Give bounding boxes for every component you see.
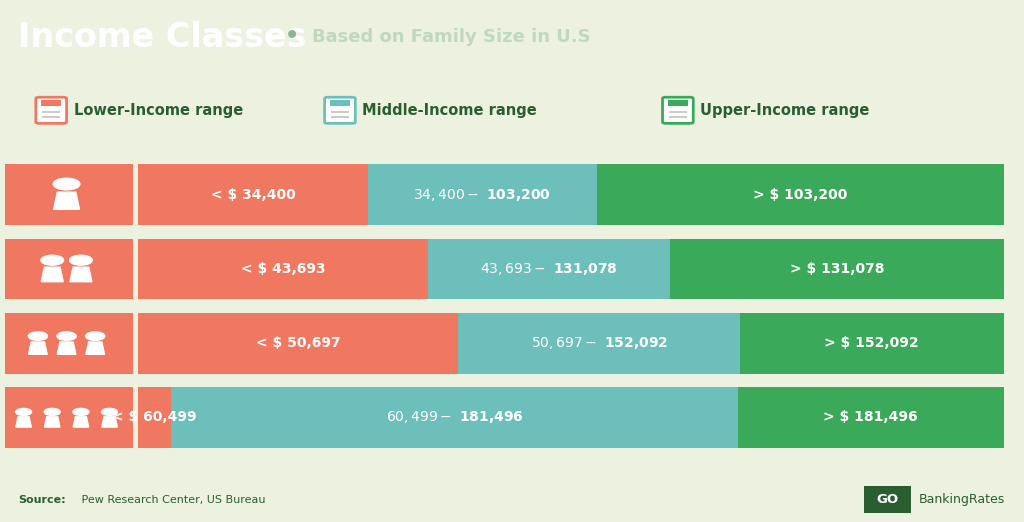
Bar	[138, 164, 368, 225]
Text: > $ 131,078: > $ 131,078	[790, 262, 884, 276]
Text: Income Classes: Income Classes	[18, 21, 307, 54]
Circle shape	[53, 178, 80, 190]
Bar	[669, 116, 687, 118]
Circle shape	[41, 255, 63, 265]
FancyBboxPatch shape	[864, 485, 911, 513]
Circle shape	[86, 332, 104, 340]
Text: $ 50,697 - $ 152,092: $ 50,697 - $ 152,092	[530, 335, 668, 351]
Bar	[42, 111, 60, 113]
Text: < $ 60,499: < $ 60,499	[113, 410, 197, 424]
Polygon shape	[41, 267, 63, 282]
Bar	[671, 239, 1004, 299]
Text: GO: GO	[877, 493, 899, 505]
Text: Upper-Income range: Upper-Income range	[700, 103, 869, 118]
Polygon shape	[73, 417, 89, 427]
Text: < $ 34,400: < $ 34,400	[211, 187, 295, 201]
Bar	[331, 116, 349, 118]
Bar	[330, 100, 350, 106]
Circle shape	[70, 255, 92, 265]
Bar	[138, 313, 459, 374]
Circle shape	[57, 332, 76, 340]
Text: $34,400 - $ 103,200: $34,400 - $ 103,200	[414, 187, 551, 203]
FancyBboxPatch shape	[325, 97, 355, 123]
Text: < $ 50,697: < $ 50,697	[256, 336, 341, 350]
Polygon shape	[29, 342, 47, 354]
Text: Source:: Source:	[18, 495, 67, 505]
Bar	[138, 239, 428, 299]
Bar	[42, 116, 60, 118]
Bar	[5, 239, 133, 299]
Bar	[368, 164, 597, 225]
Circle shape	[15, 408, 32, 416]
Text: > $ 181,496: > $ 181,496	[823, 410, 918, 424]
Text: < $ 43,693: < $ 43,693	[241, 262, 326, 276]
Polygon shape	[53, 192, 80, 209]
Circle shape	[101, 408, 118, 416]
FancyBboxPatch shape	[663, 97, 693, 123]
Polygon shape	[86, 342, 104, 354]
Bar	[428, 239, 671, 299]
Bar	[669, 111, 687, 113]
FancyBboxPatch shape	[36, 97, 67, 123]
Text: Based on Family Size in U.S: Based on Family Size in U.S	[312, 29, 591, 46]
Polygon shape	[101, 417, 118, 427]
Bar	[597, 164, 1004, 225]
Circle shape	[73, 408, 89, 416]
Text: > $ 152,092: > $ 152,092	[824, 336, 919, 350]
Polygon shape	[15, 417, 32, 427]
Polygon shape	[57, 342, 76, 354]
Bar	[5, 313, 133, 374]
Polygon shape	[70, 267, 92, 282]
Text: BankingRates: BankingRates	[919, 493, 1005, 505]
Bar	[5, 387, 133, 448]
Bar	[138, 387, 171, 448]
Bar	[331, 111, 349, 113]
Text: Lower-Income range: Lower-Income range	[74, 103, 243, 118]
Bar	[738, 387, 1004, 448]
Text: > $ 103,200: > $ 103,200	[753, 187, 848, 201]
Bar	[668, 100, 688, 106]
Circle shape	[29, 332, 47, 340]
Text: $ 60,499 - $ 181,496: $ 60,499 - $ 181,496	[386, 409, 523, 425]
Bar	[739, 313, 1004, 374]
Bar	[171, 387, 738, 448]
Circle shape	[44, 408, 60, 416]
Bar	[41, 100, 61, 106]
Text: •: •	[284, 22, 300, 50]
Text: $43,693 - $ 131,078: $43,693 - $ 131,078	[480, 261, 618, 277]
Text: Middle-Income range: Middle-Income range	[362, 103, 538, 118]
Text: Pew Research Center, US Bureau: Pew Research Center, US Bureau	[78, 495, 265, 505]
Polygon shape	[44, 417, 60, 427]
Bar	[459, 313, 739, 374]
Bar	[5, 164, 133, 225]
